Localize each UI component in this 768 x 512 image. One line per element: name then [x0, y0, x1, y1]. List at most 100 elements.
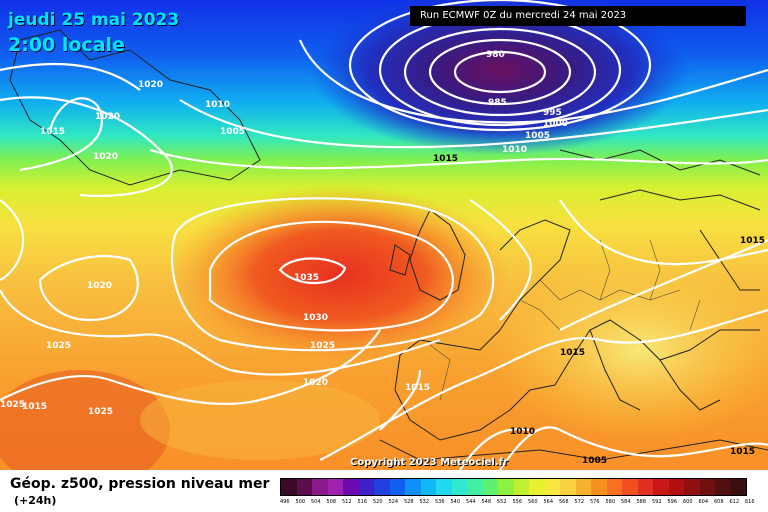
southwest-warm-area — [0, 370, 170, 470]
isobar-label: 1005 — [220, 127, 246, 137]
scale-value: 544 — [466, 499, 476, 505]
color-scale-labels: 496 500 504 508 512 516 520 524 528 532 536 540 544 5… — [280, 499, 761, 505]
scale-swatch — [668, 479, 684, 495]
scale-value: 608 — [714, 499, 724, 505]
isobar-label: 1030 — [303, 313, 329, 323]
atlantic-warm-area — [140, 380, 380, 460]
scale-value: 540 — [450, 499, 461, 505]
scale-swatch — [575, 479, 591, 495]
scale-value: 508 — [326, 499, 337, 505]
scale-value: 528 — [404, 499, 414, 505]
scale-swatch — [467, 479, 483, 495]
isobar-label: 1025 — [310, 341, 336, 351]
scale-value: 604 — [698, 499, 709, 505]
scale-swatch — [374, 479, 390, 495]
scale-swatch — [312, 479, 328, 495]
scale-swatch — [358, 479, 374, 495]
scale-value: 556 — [512, 499, 523, 505]
scale-value: 580 — [605, 499, 616, 505]
scale-swatch — [343, 479, 359, 495]
scale-swatch — [606, 479, 622, 495]
isobar-label: 1005 — [525, 131, 551, 141]
scale-swatch — [389, 479, 405, 495]
borders — [429, 239, 701, 401]
scale-swatch — [327, 479, 343, 495]
color-scale — [280, 478, 747, 496]
scale-swatch — [296, 479, 312, 495]
isobar-label: 1015 — [740, 236, 766, 246]
scale-value: 568 — [559, 499, 569, 505]
scale-value: 616 — [745, 499, 755, 505]
scale-value: 584 — [621, 499, 631, 505]
scale-swatch — [482, 479, 498, 495]
scale-value: 552 — [497, 499, 507, 505]
scale-swatch — [653, 479, 669, 495]
scale-swatch — [420, 479, 436, 495]
scale-value: 500 — [295, 499, 306, 505]
isobars — [0, 0, 768, 470]
scale-swatch — [637, 479, 653, 495]
scale-swatch — [513, 479, 529, 495]
scale-value: 516 — [357, 499, 368, 505]
scale-value: 576 — [590, 499, 600, 505]
isobar-label: 1020 — [87, 281, 113, 291]
legend-subtitle: (+24h) — [14, 494, 57, 507]
legend-title: Géop. z500, pression niveau mer — [10, 476, 270, 492]
scale-swatch — [451, 479, 467, 495]
scale-swatch — [529, 479, 545, 495]
forecast-time: 2:00 locale — [8, 34, 125, 56]
weather-map: 1020 1010 1005 1015 1020 1020 980 985 99… — [0, 0, 768, 470]
isobar-label: 985 — [488, 98, 507, 108]
scale-value: 560 — [528, 499, 538, 505]
scale-value: 536 — [435, 499, 445, 505]
scale-swatch — [622, 479, 638, 495]
isobar-label: 1035 — [294, 273, 320, 283]
scale-value: 512 — [342, 499, 352, 505]
scale-swatch — [684, 479, 700, 495]
isobar-label: 1020 — [93, 152, 119, 162]
scale-value: 596 — [667, 499, 678, 505]
scale-value: 572 — [574, 499, 585, 505]
legend-bar: Géop. z500, pression niveau mer (+24h) 4… — [0, 470, 768, 512]
scale-swatch — [730, 479, 746, 495]
isobar-label: 1005 — [582, 456, 608, 466]
isobar-label: 995 — [543, 108, 562, 118]
map-canvas — [0, 0, 768, 470]
scale-value: 496 — [280, 499, 290, 505]
scale-value: 564 — [543, 499, 554, 505]
scale-value: 532 — [419, 499, 430, 505]
isobar-label: 1010 — [205, 100, 231, 110]
isobar-label: 1020 — [95, 112, 121, 122]
isobar-label: 1015 — [40, 127, 66, 137]
scale-value: 504 — [311, 499, 321, 505]
scale-value: 600 — [683, 499, 693, 505]
isobar-label: 1020 — [303, 378, 329, 388]
isobar-label: 1015 — [22, 402, 48, 412]
isobar-label: 1015 — [560, 348, 586, 358]
isobar-label: 1010 — [502, 145, 528, 155]
isobar-label: 1020 — [138, 80, 164, 90]
isobar-label: 1025 — [46, 341, 72, 351]
scale-swatch — [699, 479, 715, 495]
scale-swatch — [715, 479, 731, 495]
scale-swatch — [405, 479, 421, 495]
coastlines — [9, 29, 768, 461]
isobar-label: 1015 — [433, 154, 459, 164]
isobar-label: 980 — [486, 50, 505, 60]
scale-value: 524 — [388, 499, 399, 505]
isobar-label: 1015 — [730, 447, 756, 457]
scale-swatch — [281, 479, 297, 495]
scale-swatch — [436, 479, 452, 495]
copyright: Copyright 2023 Meteociel.fr — [350, 457, 508, 468]
scale-value: 520 — [373, 499, 383, 505]
isobar-label: 1025 — [0, 400, 26, 410]
scale-swatch — [544, 479, 560, 495]
scale-swatch — [498, 479, 514, 495]
forecast-date: jeudi 25 mai 2023 — [8, 10, 180, 30]
isobar-label: 1010 — [510, 427, 536, 437]
scale-value: 548 — [481, 499, 492, 505]
scale-value: 588 — [636, 499, 647, 505]
run-info: Run ECMWF 0Z du mercredi 24 mai 2023 — [410, 6, 746, 26]
scale-swatch — [591, 479, 607, 495]
isobar-label: 1000 — [543, 119, 569, 129]
